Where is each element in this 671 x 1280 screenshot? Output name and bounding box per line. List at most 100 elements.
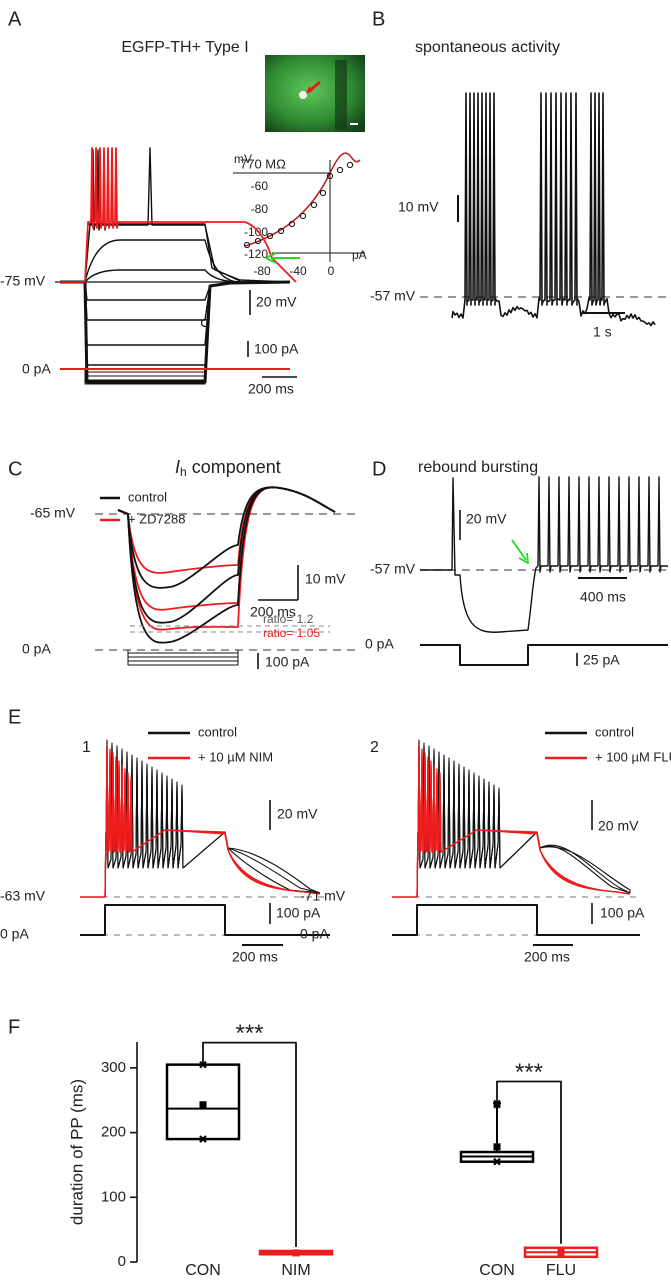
data-point [493,1157,501,1166]
significance-label: *** [235,1020,263,1047]
ratio-label: ratio= 1.2 [263,612,314,626]
label: 200 ms [232,949,278,965]
label: 0 pA [300,926,329,942]
y-tick-label: 0 [118,1253,126,1270]
label: 20 mV [256,294,297,310]
x-tick-label: NIM [281,1262,310,1279]
trace [127,650,239,662]
iv-point [266,232,274,240]
iv-point [346,161,354,169]
iv-point [336,166,344,174]
iv-point [254,237,262,245]
iv-point [288,220,296,228]
label: 770 MΩ [240,156,286,171]
trace [117,486,336,624]
panel-label: D [372,458,386,480]
trace [451,92,656,327]
fluorescence-image [265,55,365,132]
subpanel-number: 1 [82,739,91,756]
trace [60,269,290,283]
inset-tick-label: -80 [251,202,269,216]
label: 400 ms [580,589,626,605]
legend-label: control [128,489,167,504]
label: 20 mV [466,511,507,527]
label: 100 pA [276,905,321,921]
label: 10 mV [398,199,439,215]
inset-tick-label: -80 [253,264,271,278]
significance-bracket [202,1041,297,1247]
significance-bracket [496,1080,562,1244]
marker [200,318,210,328]
current-trace [420,644,668,666]
green-arrow [511,539,527,561]
current-trace [80,904,330,936]
legend-label: control [595,724,634,739]
label: 20 mV [277,806,318,822]
trace [420,476,668,633]
title-part: I [175,457,180,477]
label: 200 ms [524,949,570,965]
panel-label: A [8,8,22,30]
label: -65 mV [30,505,76,521]
label: 10 mV [305,571,346,587]
label: 200 ms [248,381,294,397]
label: 0 pA [0,926,29,942]
trace [84,369,206,385]
inset-tick-label: -40 [289,264,307,278]
trace [60,239,290,283]
inset-tick-label: 0 [328,264,335,278]
iv-point [299,212,307,220]
iv-point [319,189,327,197]
label: 200 ms [250,604,296,620]
inset-tick-label: -60 [251,179,269,193]
inset-tick-label: -120 [244,247,268,261]
label: 0 pA [22,641,51,657]
mean [199,1101,207,1109]
label: 100 pA [265,654,310,670]
subpanel-number: 2 [370,739,379,756]
green-arrow-head [265,252,277,264]
y-axis-label: duration of PP (ms) [67,1079,86,1225]
title-part: component [187,457,281,477]
trace [392,743,631,898]
panel-label: E [8,706,21,728]
trace [117,486,336,644]
data-point [292,1249,300,1257]
trace [84,369,206,381]
inset-tick-label: -100 [244,225,268,239]
label: 0 pA [22,361,51,377]
panel-label: C [8,458,22,480]
label: -71 mV [300,888,346,904]
label: -57 mV [370,561,416,577]
iv-point [310,201,318,209]
panel-label: F [8,1016,20,1038]
panel-title: Ih component [175,457,281,479]
trace [117,486,336,611]
label: -75 mV [0,273,46,289]
label: -63 mV [0,888,46,904]
legend-label: + 10 µM NIM [198,749,273,764]
iv-point [243,241,251,249]
legend-label: + ZD7288 [128,511,185,526]
image-shadow [335,60,347,130]
trace [80,750,321,898]
x-tick-label: CON [185,1262,221,1279]
label: 100 pA [600,905,645,921]
label: 20 mV [598,818,639,834]
legend-label: control [198,724,237,739]
label: 25 pA [583,652,620,668]
trace [60,281,291,346]
iv-point [326,172,334,180]
label: 0 pA [365,636,394,652]
data-point [199,1060,207,1069]
label: pA [352,248,367,262]
y-tick-label: 200 [101,1124,126,1141]
legend-label: + 100 µM FLU [595,749,671,764]
label: 1 s [593,324,612,340]
label: mV [234,152,252,166]
trace [127,650,239,666]
data-point [199,1135,207,1143]
trace [60,147,297,283]
